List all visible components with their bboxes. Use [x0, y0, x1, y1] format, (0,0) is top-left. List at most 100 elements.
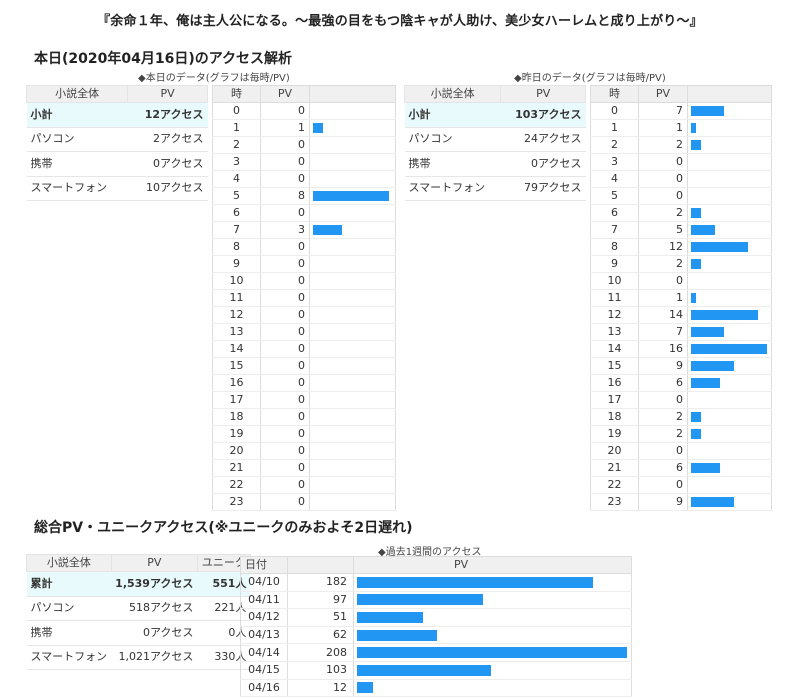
hour-cell: 8	[590, 238, 639, 256]
hour-cell: 14	[590, 340, 639, 358]
hour-bar-cell	[309, 221, 396, 239]
hour-bar-cell	[687, 153, 772, 171]
hour-bar-cell	[687, 374, 772, 392]
hour-cell: 21	[590, 459, 639, 477]
hour-row: 18 0	[212, 408, 396, 426]
hour-bar-cell	[687, 187, 772, 205]
hour-bar-cell	[687, 102, 772, 120]
hour-cell: 22	[212, 476, 261, 494]
hour-row: 23 9	[590, 493, 772, 511]
summary-label: 携帯	[26, 620, 112, 646]
hour-cell: 6	[212, 204, 261, 222]
week-bar-cell	[353, 643, 632, 662]
summary-pv: 0アクセス	[111, 620, 198, 646]
today-caption: ◆本日のデータ(グラフは毎時/PV)	[138, 73, 290, 84]
hour-bar-cell	[687, 238, 772, 256]
hour-bar-cell	[309, 374, 396, 392]
yesterday-caption: ◆昨日のデータ(グラフは毎時/PV)	[514, 73, 666, 84]
hour-cell: 21	[212, 459, 261, 477]
week-pv-cell: 51	[287, 608, 354, 627]
week-row: 04/13 62	[240, 626, 632, 645]
hour-row: 19 0	[212, 425, 396, 443]
week-date-cell: 04/15	[240, 661, 288, 680]
hour-row: 13 7	[590, 323, 772, 341]
week-date-cell: 04/12	[240, 608, 288, 627]
hour-row: 10 0	[212, 272, 396, 290]
hour-cell: 5	[212, 187, 261, 205]
week-row: 04/15 103	[240, 661, 632, 680]
hour-cell: 13	[212, 323, 261, 341]
week-pv-cell: 208	[287, 643, 354, 662]
hour-cell: 4	[590, 170, 639, 188]
summary-label: パソコン	[404, 127, 501, 152]
hour-cell: 2	[590, 136, 639, 154]
hour-row: 12 14	[590, 306, 772, 324]
hour-cell: 0	[212, 102, 261, 120]
week-pv-cell: 103	[287, 661, 354, 680]
col-unique: ユニーク	[196, 554, 251, 572]
hour-bar-cell	[309, 442, 396, 460]
hour-pv-cell: 0	[260, 102, 310, 120]
hour-row: 16 0	[212, 374, 396, 392]
summary-label: 携帯	[26, 151, 128, 177]
hour-cell: 22	[590, 476, 639, 494]
summary-pv: 1,021アクセス	[111, 645, 198, 670]
summary-label: 小計	[404, 102, 501, 128]
summary-label: スマートフォン	[26, 645, 112, 670]
hour-bar	[691, 293, 696, 303]
week-date-cell: 04/10	[240, 573, 288, 592]
hour-row: 23 0	[212, 493, 396, 511]
summary-pv: 518アクセス	[111, 596, 198, 621]
hour-row: 20 0	[590, 442, 772, 460]
week-row: 04/11 97	[240, 591, 632, 610]
hour-pv-cell: 0	[260, 153, 310, 171]
hour-bar	[691, 361, 734, 371]
hour-cell: 11	[212, 289, 261, 307]
summary-row: パソコン 24アクセス	[404, 127, 586, 152]
total-summary-row: 累計 1,539アクセス 551人	[26, 571, 251, 597]
hour-bar	[691, 378, 720, 388]
hour-pv-cell: 0	[638, 442, 688, 460]
hour-cell: 7	[212, 221, 261, 239]
hour-bar-cell	[309, 357, 396, 375]
week-bar	[357, 664, 491, 676]
hour-bar-cell	[687, 255, 772, 273]
today-section-title: 本日(2020年04月16日)のアクセス解析	[34, 51, 293, 67]
total-summary-row: 携帯 0アクセス 0人	[26, 620, 251, 646]
hour-cell: 20	[590, 442, 639, 460]
col-pv: PV	[500, 85, 586, 103]
hour-bar	[691, 310, 758, 320]
hour-bar-cell	[687, 357, 772, 375]
hour-row: 22 0	[212, 476, 396, 494]
hour-row: 14 0	[212, 340, 396, 358]
hour-bar-cell	[309, 136, 396, 154]
hour-cell: 15	[590, 357, 639, 375]
today-hourly-table: 時 PV 0 0 1 1 2 0 3 0 4 0 5 8 6 0 7 3 8 0 9 0 10 0 11 0 12 0 13 0 14 0…	[212, 85, 396, 511]
week-row: 04/16 12	[240, 679, 632, 698]
today-summary-table: 小説全体 PV 小計 12アクセス パソコン 2アクセス 携帯 0アクセス スマートフォン 1…	[25, 85, 208, 201]
hour-cell: 6	[590, 204, 639, 222]
week-bar-cell	[353, 608, 632, 627]
hour-bar-cell	[309, 102, 396, 120]
hour-pv-cell: 0	[638, 187, 688, 205]
hour-bar-cell	[687, 136, 772, 154]
hour-pv-cell: 5	[638, 221, 688, 239]
hour-pv-cell: 0	[260, 170, 310, 188]
hour-row: 22 0	[590, 476, 772, 494]
week-pv-cell: 97	[287, 591, 354, 610]
hour-bar-cell	[687, 340, 772, 358]
hour-bar	[691, 412, 701, 422]
hour-pv-cell: 0	[260, 459, 310, 477]
hour-bar-cell	[687, 306, 772, 324]
hour-cell: 23	[590, 493, 639, 511]
hour-bar-cell	[687, 493, 772, 511]
hour-pv-cell: 1	[638, 289, 688, 307]
hour-bar	[691, 344, 767, 354]
hour-bar-cell	[309, 204, 396, 222]
hour-bar-cell	[687, 442, 772, 460]
hour-cell: 2	[212, 136, 261, 154]
